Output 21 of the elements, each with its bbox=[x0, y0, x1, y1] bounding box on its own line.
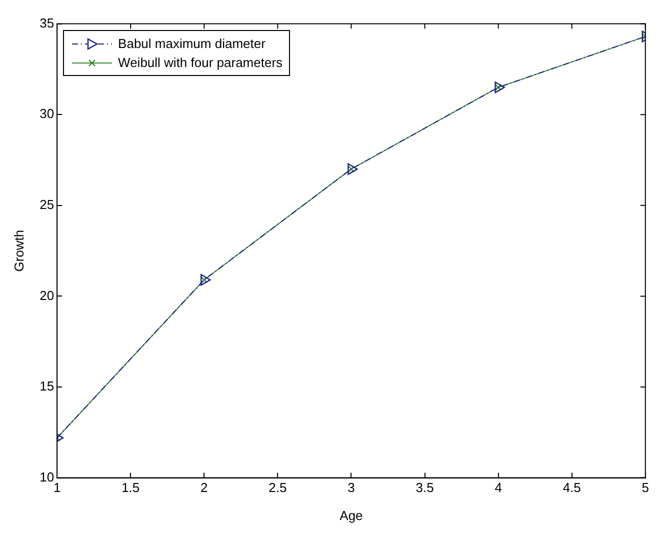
y-tick-label: 25 bbox=[40, 196, 54, 212]
y-tick-label: 20 bbox=[40, 288, 54, 303]
point bbox=[200, 274, 211, 286]
legend-label: Babul maximum diameter bbox=[118, 36, 266, 51]
legend-label: Weibull with four parameters bbox=[118, 54, 283, 70]
y-tick-label: 15 bbox=[40, 378, 54, 394]
x-tick-label: 4.5 bbox=[562, 480, 581, 496]
x-tick-label: 3 bbox=[348, 480, 355, 496]
point bbox=[348, 163, 358, 175]
x-tick-label: 5 bbox=[642, 480, 649, 496]
x-tick-label: 2 bbox=[200, 480, 208, 496]
y-tick-label: 35 bbox=[40, 15, 54, 30]
y-tick-label: 10 bbox=[40, 469, 54, 484]
x-axis-title: Age bbox=[340, 508, 363, 523]
y-tick-label: 30 bbox=[40, 106, 54, 122]
x-tick-label: 4 bbox=[494, 480, 502, 496]
x-tick-label: 2.5 bbox=[268, 480, 287, 496]
y-axis-title: Growth bbox=[11, 230, 26, 272]
x-tick-label: 1 bbox=[53, 480, 61, 496]
x-tick-label: 1.5 bbox=[122, 480, 140, 496]
x-tick-label: 3.5 bbox=[416, 480, 434, 496]
